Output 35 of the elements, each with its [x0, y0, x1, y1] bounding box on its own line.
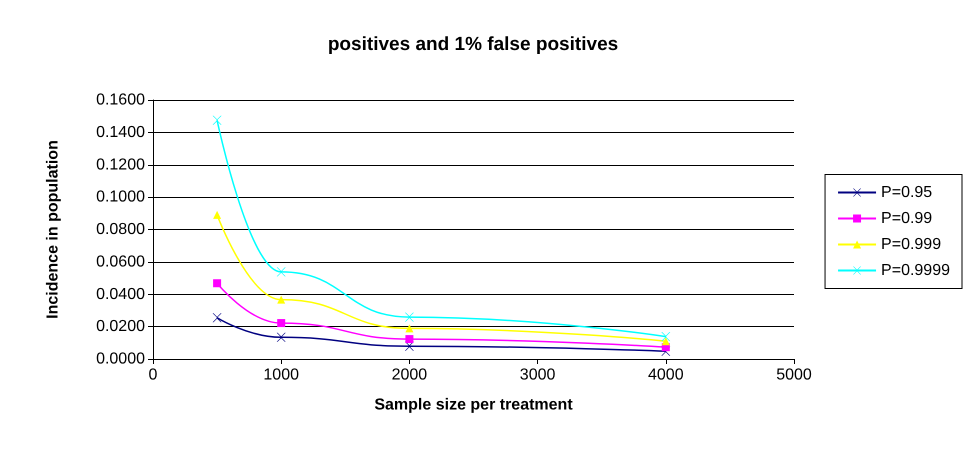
x-tick-label: 4000: [648, 366, 684, 384]
point: [405, 324, 414, 332]
y-tick-label: 0.1400: [96, 124, 146, 141]
y-axis-title: Incidence in population: [44, 140, 62, 319]
x-tick-label: 5000: [776, 366, 812, 384]
point: [404, 312, 414, 322]
y-tick-label: 0.0000: [96, 350, 146, 368]
x-axis-title: Sample size per treatment: [374, 396, 574, 414]
y-tick-label: 0.0400: [96, 286, 146, 303]
point: [662, 337, 670, 346]
point: [213, 210, 222, 219]
x-tick-label: 2000: [392, 366, 428, 384]
x-tick-label: 0: [148, 366, 158, 384]
y-tick-label: 0.0600: [96, 253, 146, 270]
point: [276, 267, 286, 276]
point: [405, 335, 414, 344]
y-tick-label: 0.0800: [96, 221, 146, 238]
point: [212, 116, 222, 125]
y-tick-label: 0.1000: [96, 188, 146, 206]
x-tick-label: 3000: [520, 366, 556, 384]
point: [276, 332, 286, 342]
legend-label: P=0.95: [881, 184, 932, 201]
point: [277, 319, 286, 328]
y-tick-label: 0.1600: [96, 92, 146, 108]
y-tick-label: 0.0200: [96, 318, 146, 336]
legend-label: P=0.999: [881, 236, 942, 253]
legend-label: P=0.9999: [881, 262, 950, 279]
legend-label: P=0.99: [881, 210, 932, 227]
chart-title: positives and 1% false positives: [328, 34, 618, 55]
y-tick-label: 0.1200: [96, 156, 146, 174]
point: [661, 332, 670, 342]
point: [212, 313, 222, 322]
point: [213, 279, 222, 288]
point: [277, 296, 286, 304]
x-tick-label: 1000: [263, 366, 300, 384]
